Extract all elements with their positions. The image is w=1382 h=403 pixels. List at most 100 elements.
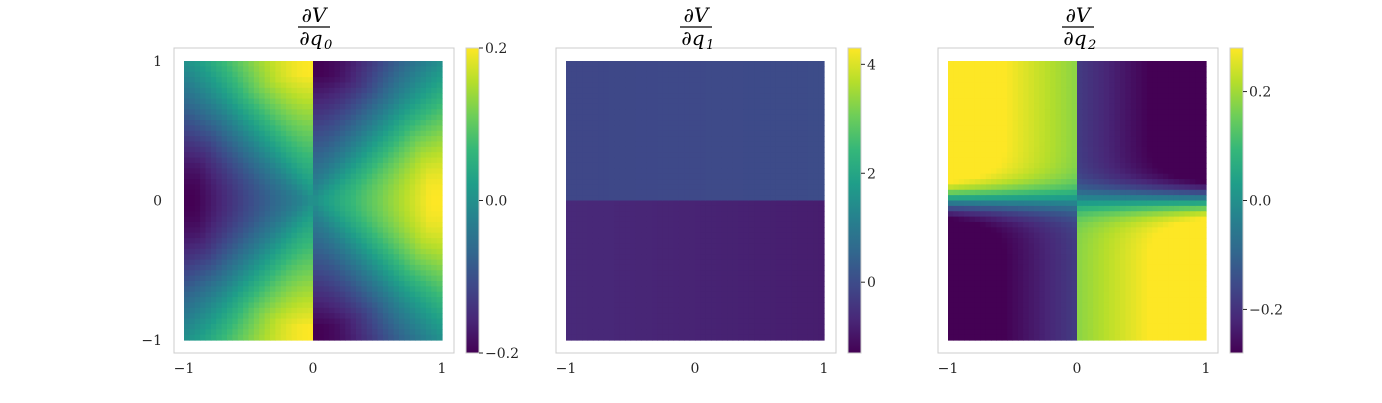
point: [194, 87, 201, 94]
point: [307, 66, 314, 73]
point: [318, 179, 325, 186]
point: [759, 189, 766, 196]
point: [566, 152, 572, 159]
point: [361, 254, 368, 261]
point: [345, 318, 352, 325]
point: [205, 302, 212, 309]
point: [227, 162, 233, 169]
point: [329, 329, 336, 336]
point: [307, 227, 314, 234]
point: [781, 162, 787, 169]
point: [711, 270, 718, 277]
point: [372, 291, 379, 298]
point: [415, 227, 422, 234]
point: [592, 313, 599, 320]
point: [350, 297, 357, 304]
point: [361, 162, 368, 169]
point: [635, 216, 642, 223]
point: [592, 329, 599, 336]
point: [425, 130, 432, 137]
point: [592, 238, 599, 245]
point: [270, 114, 276, 121]
point: [350, 157, 357, 164]
point: [635, 141, 642, 148]
point: [668, 216, 675, 223]
point: [296, 114, 303, 121]
point: [619, 179, 626, 186]
point: [657, 157, 664, 164]
point: [296, 205, 303, 212]
point: [184, 205, 190, 212]
point: [216, 329, 223, 336]
point: [609, 205, 615, 212]
point: [377, 136, 384, 143]
point: [323, 136, 330, 143]
point: [711, 259, 718, 266]
point: [393, 221, 400, 228]
point: [711, 254, 718, 261]
point: [436, 136, 443, 143]
point: [382, 71, 389, 78]
point: [754, 82, 761, 89]
point: [323, 323, 330, 330]
point: [237, 334, 244, 341]
point: [614, 307, 621, 314]
point: [641, 243, 648, 250]
point: [205, 238, 212, 245]
point: [657, 173, 664, 180]
point: [775, 125, 782, 132]
point: [227, 286, 233, 293]
point: [807, 318, 814, 325]
point: [399, 109, 405, 116]
point: [786, 302, 793, 309]
point: [759, 280, 766, 287]
point: [345, 136, 352, 143]
point: [743, 87, 750, 94]
point: [727, 259, 734, 266]
point: [425, 195, 432, 202]
point: [695, 297, 701, 304]
point: [399, 318, 405, 325]
point: [313, 82, 319, 89]
point: [243, 238, 250, 245]
point: [431, 71, 438, 78]
point: [657, 120, 664, 126]
point: [404, 200, 411, 207]
point: [727, 221, 734, 228]
point: [813, 264, 820, 271]
point: [377, 302, 384, 309]
point: [425, 313, 432, 320]
point: [307, 61, 314, 67]
point: [216, 297, 223, 304]
point: [775, 270, 782, 277]
point: [705, 248, 712, 255]
point: [210, 243, 217, 250]
point: [259, 189, 266, 196]
point: [323, 200, 330, 207]
point: [313, 264, 319, 271]
point: [662, 93, 669, 100]
point: [641, 152, 648, 159]
point: [372, 71, 379, 78]
point: [296, 243, 303, 250]
point: [184, 141, 190, 148]
point: [431, 302, 438, 309]
point: [587, 275, 594, 282]
point: [754, 291, 761, 298]
point: [727, 184, 734, 191]
point: [361, 61, 368, 67]
point: [738, 291, 744, 298]
point: [727, 280, 734, 287]
point: [345, 162, 352, 169]
point: [313, 195, 319, 202]
point: [404, 87, 411, 94]
point: [393, 120, 400, 126]
point: [727, 179, 734, 186]
point: [587, 238, 594, 245]
point: [641, 146, 648, 153]
point: [807, 136, 814, 143]
point: [646, 168, 653, 175]
point: [678, 168, 685, 175]
point: [689, 323, 696, 330]
